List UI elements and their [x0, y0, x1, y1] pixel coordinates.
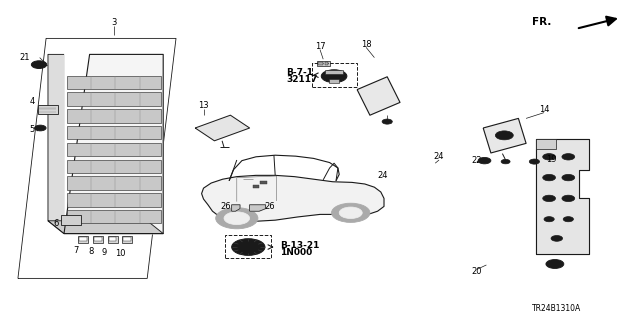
Bar [78, 236, 88, 243]
Text: 18: 18 [361, 40, 371, 49]
Text: 21: 21 [19, 53, 29, 62]
Bar [67, 126, 161, 140]
Text: B-13-21: B-13-21 [280, 241, 320, 250]
Polygon shape [202, 175, 384, 221]
Text: 26: 26 [265, 202, 275, 211]
Circle shape [239, 243, 257, 252]
Circle shape [495, 131, 513, 140]
Circle shape [216, 208, 258, 229]
Polygon shape [232, 205, 240, 211]
Text: 3: 3 [111, 18, 116, 27]
Bar [312, 63, 357, 87]
Text: 9: 9 [102, 248, 107, 257]
Text: 4: 4 [29, 97, 35, 106]
Circle shape [543, 154, 556, 160]
Text: FR.: FR. [532, 17, 552, 27]
Circle shape [382, 119, 392, 124]
Bar [536, 139, 556, 149]
Bar [61, 215, 81, 225]
Circle shape [543, 195, 556, 202]
Polygon shape [357, 77, 400, 115]
Circle shape [562, 154, 575, 160]
Bar [67, 176, 161, 190]
Bar [318, 62, 323, 65]
Text: 20: 20 [472, 267, 482, 276]
Bar [67, 143, 161, 156]
Bar [67, 92, 161, 106]
Bar [67, 210, 161, 223]
Bar [79, 237, 87, 241]
Circle shape [562, 195, 575, 202]
Text: 24: 24 [434, 152, 444, 161]
Circle shape [232, 239, 265, 255]
Text: 17: 17 [315, 42, 325, 51]
Text: TR24B1310A: TR24B1310A [532, 304, 581, 313]
Circle shape [35, 125, 46, 131]
Text: 10: 10 [115, 249, 125, 258]
Bar [38, 105, 58, 114]
Text: B-7-1: B-7-1 [286, 68, 313, 76]
Circle shape [321, 70, 347, 83]
Circle shape [546, 260, 564, 268]
Text: 22: 22 [472, 156, 482, 164]
Text: 8: 8 [88, 247, 93, 256]
Bar [67, 76, 161, 89]
Text: 13: 13 [198, 101, 209, 110]
Polygon shape [483, 118, 526, 153]
Circle shape [328, 73, 340, 79]
Circle shape [332, 203, 370, 222]
Circle shape [544, 217, 554, 222]
Circle shape [501, 159, 510, 164]
Circle shape [563, 217, 573, 222]
Bar [253, 185, 259, 188]
Text: 7: 7 [73, 246, 78, 255]
Polygon shape [48, 221, 163, 234]
Bar [109, 237, 116, 241]
Text: 19: 19 [547, 155, 557, 164]
Bar [108, 236, 118, 243]
Circle shape [551, 236, 563, 241]
Bar [260, 181, 267, 184]
Circle shape [478, 157, 491, 164]
Polygon shape [250, 205, 266, 211]
Bar [67, 160, 161, 173]
Circle shape [543, 174, 556, 181]
Polygon shape [195, 115, 250, 141]
Bar [329, 79, 339, 83]
Polygon shape [64, 54, 163, 234]
Bar [93, 236, 103, 243]
Circle shape [224, 212, 250, 225]
Bar [94, 237, 102, 241]
Bar [225, 235, 271, 258]
Bar [317, 61, 330, 66]
Text: 1N000: 1N000 [280, 248, 312, 257]
Bar [122, 236, 132, 243]
Text: 24: 24 [378, 171, 388, 180]
Bar [67, 109, 161, 123]
Text: 6: 6 [54, 219, 59, 228]
Circle shape [339, 207, 362, 219]
Bar [67, 193, 161, 207]
Circle shape [550, 262, 559, 266]
Text: 26: 26 [220, 202, 230, 211]
Circle shape [31, 61, 47, 68]
Text: 14: 14 [539, 105, 549, 114]
Polygon shape [536, 139, 589, 254]
Circle shape [529, 159, 540, 164]
Polygon shape [48, 54, 64, 234]
Bar [123, 237, 131, 241]
Text: 32117: 32117 [286, 75, 317, 84]
Text: 5: 5 [29, 125, 35, 134]
Circle shape [562, 174, 575, 181]
Bar [325, 62, 328, 65]
Bar [325, 70, 343, 74]
